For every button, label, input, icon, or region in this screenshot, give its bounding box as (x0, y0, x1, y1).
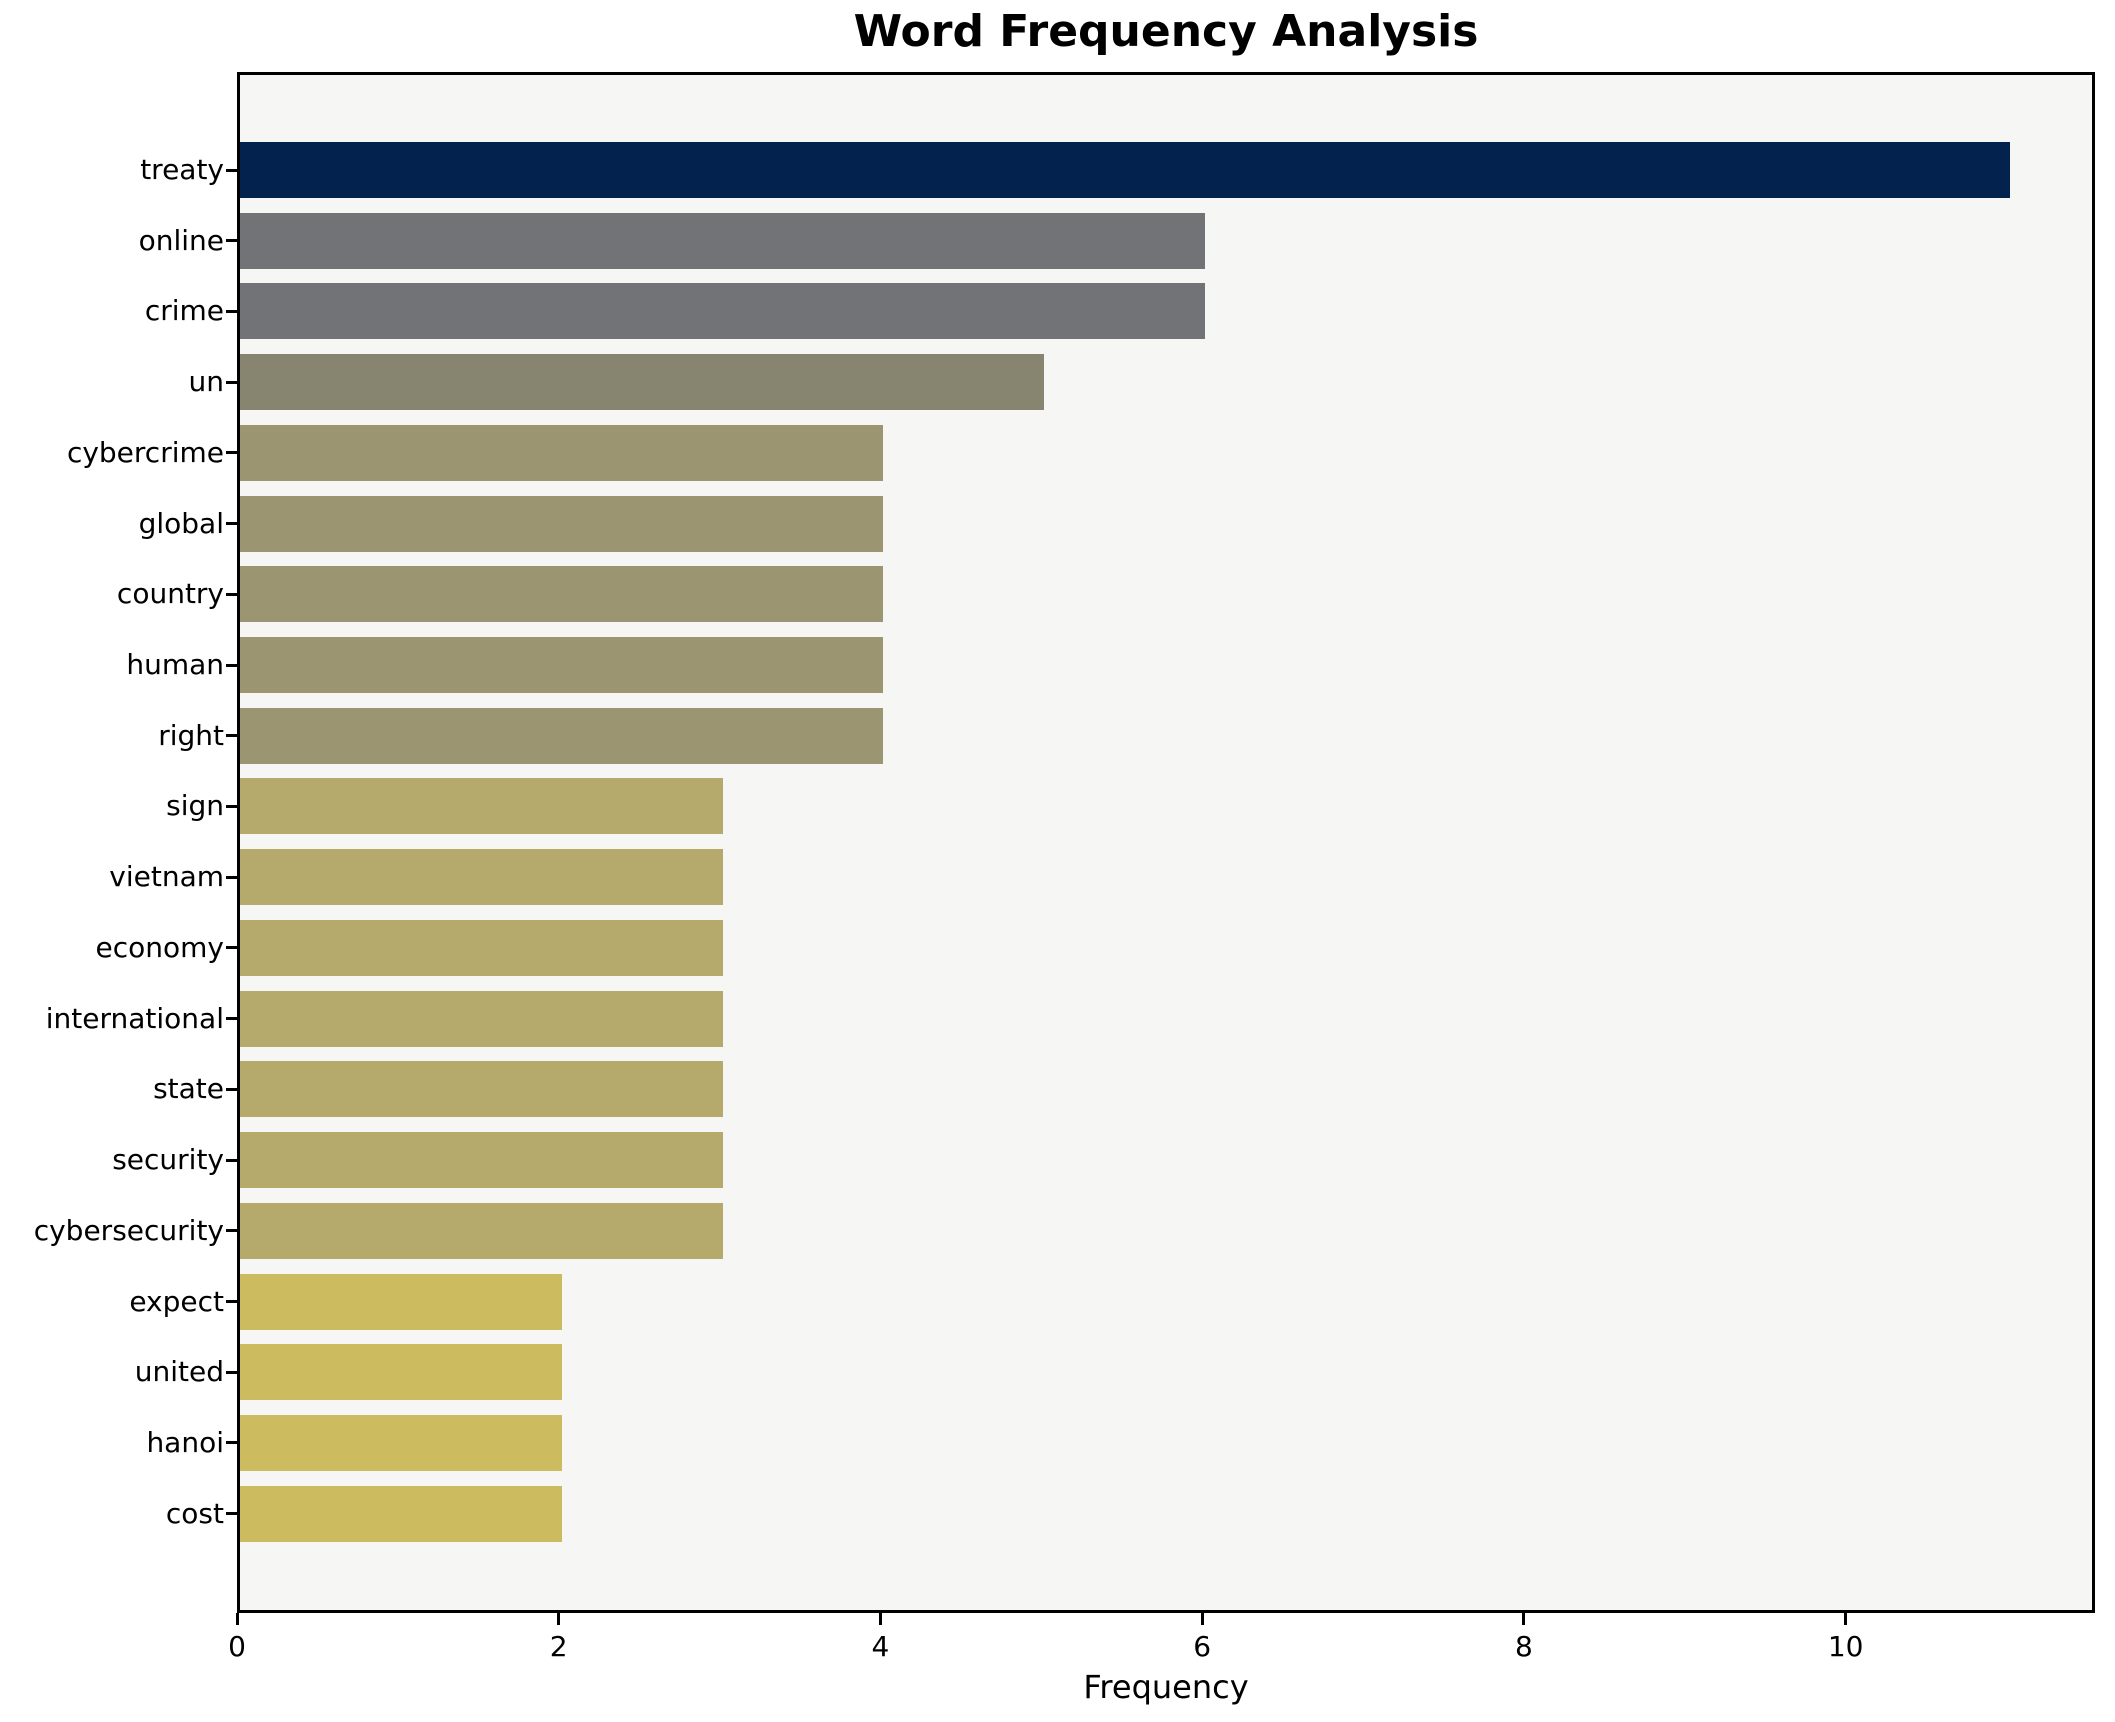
bar-country (240, 566, 883, 623)
y-tick-label-international: international (45, 1001, 224, 1035)
y-tick-mark (226, 239, 237, 243)
y-tick-label-human: human (126, 648, 224, 682)
x-tick-mark (878, 1613, 882, 1625)
y-tick-label-country: country (116, 577, 224, 611)
bar-human (240, 637, 883, 694)
y-tick-label-united: united (134, 1355, 224, 1389)
y-tick-label-state: state (153, 1072, 224, 1106)
y-tick-mark (226, 380, 237, 384)
y-tick-mark (226, 946, 237, 950)
y-tick-label-right: right (158, 718, 224, 752)
y-tick-label-global: global (138, 506, 224, 540)
bar-sign (240, 778, 723, 835)
y-tick-mark (226, 309, 237, 313)
bar-cost (240, 1485, 562, 1542)
y-tick-mark (226, 1017, 237, 1021)
x-tick-mark (557, 1613, 561, 1625)
bar-cybersecurity (240, 1202, 723, 1259)
bar-cybercrime (240, 424, 883, 481)
y-tick-mark (226, 1370, 237, 1374)
y-tick-mark (226, 875, 237, 879)
bar-global (240, 495, 883, 552)
y-tick-mark (226, 1441, 237, 1445)
y-tick-mark (226, 168, 237, 172)
chart-title: Word Frequency Analysis (853, 6, 1479, 57)
y-tick-label-cybercrime: cybercrime (66, 435, 224, 469)
y-tick-label-economy: economy (95, 930, 224, 964)
bar-crime (240, 283, 1205, 340)
y-tick-label-cybersecurity: cybersecurity (33, 1213, 224, 1247)
y-tick-mark (226, 451, 237, 455)
bar-online (240, 212, 1205, 269)
y-tick-label-sign: sign (166, 789, 224, 823)
x-tick-mark (1200, 1613, 1204, 1625)
bar-treaty (240, 142, 2010, 198)
y-tick-label-cost: cost (165, 1496, 224, 1530)
y-tick-label-un: un (188, 365, 225, 399)
bar-security (240, 1132, 723, 1189)
x-tick-label-4: 4 (871, 1630, 890, 1663)
y-tick-label-expect: expect (129, 1284, 224, 1318)
bar-state (240, 1061, 723, 1118)
x-tick-label-8: 8 (1515, 1630, 1533, 1663)
x-tick-mark (1522, 1613, 1526, 1625)
y-tick-mark (226, 1158, 237, 1162)
x-tick-label-0: 0 (228, 1630, 246, 1663)
plot-area (237, 72, 2095, 1613)
x-axis-label: Frequency (1083, 1668, 1249, 1706)
bar-right (240, 707, 883, 764)
y-tick-label-online: online (138, 223, 224, 257)
y-tick-label-hanoi: hanoi (146, 1425, 224, 1459)
y-tick-label-security: security (112, 1143, 224, 1177)
y-tick-mark (226, 522, 237, 526)
bar-economy (240, 919, 723, 976)
y-tick-mark (226, 1087, 237, 1091)
x-tick-label-10: 10 (1827, 1630, 1864, 1663)
y-tick-mark (226, 804, 237, 808)
bar-expect (240, 1273, 562, 1330)
bar-vietnam (240, 849, 723, 906)
y-tick-mark (226, 592, 237, 596)
y-tick-mark (226, 734, 237, 738)
y-tick-label-treaty: treaty (140, 153, 224, 186)
y-tick-label-crime: crime (144, 294, 224, 328)
y-tick-label-vietnam: vietnam (109, 860, 224, 894)
y-tick-mark (226, 1229, 237, 1233)
bar-hanoi (240, 1414, 562, 1471)
y-tick-mark (226, 1300, 237, 1304)
x-tick-label-2: 2 (549, 1630, 568, 1663)
x-tick-label-6: 6 (1193, 1630, 1212, 1663)
y-tick-mark (226, 663, 237, 667)
bar-un (240, 354, 1044, 411)
x-tick-mark (1844, 1613, 1848, 1625)
x-tick-mark (235, 1613, 239, 1625)
bar-international (240, 990, 723, 1047)
bar-united (240, 1344, 562, 1401)
y-tick-mark (226, 1512, 237, 1516)
